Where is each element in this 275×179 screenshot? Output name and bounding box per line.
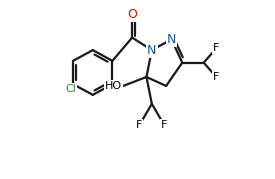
Text: HO: HO xyxy=(105,81,122,91)
Text: F: F xyxy=(136,120,142,130)
Text: F: F xyxy=(161,120,167,130)
Text: F: F xyxy=(213,43,219,53)
Text: Cl: Cl xyxy=(65,84,76,94)
Text: N: N xyxy=(147,44,156,57)
Text: N: N xyxy=(167,33,176,46)
Text: F: F xyxy=(213,72,219,82)
Text: O: O xyxy=(127,8,137,21)
